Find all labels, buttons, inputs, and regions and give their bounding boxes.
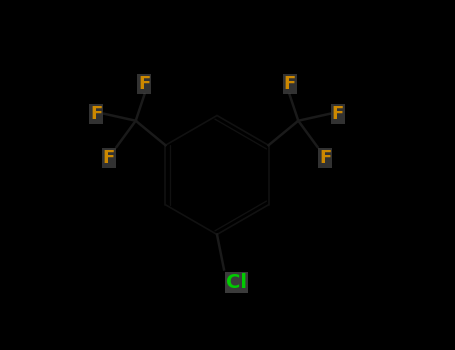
- Text: F: F: [319, 149, 332, 167]
- Text: F: F: [138, 75, 151, 93]
- Text: F: F: [90, 105, 102, 123]
- Text: Cl: Cl: [226, 273, 247, 292]
- Text: F: F: [102, 149, 115, 167]
- Text: F: F: [283, 75, 296, 93]
- Text: F: F: [332, 105, 344, 123]
